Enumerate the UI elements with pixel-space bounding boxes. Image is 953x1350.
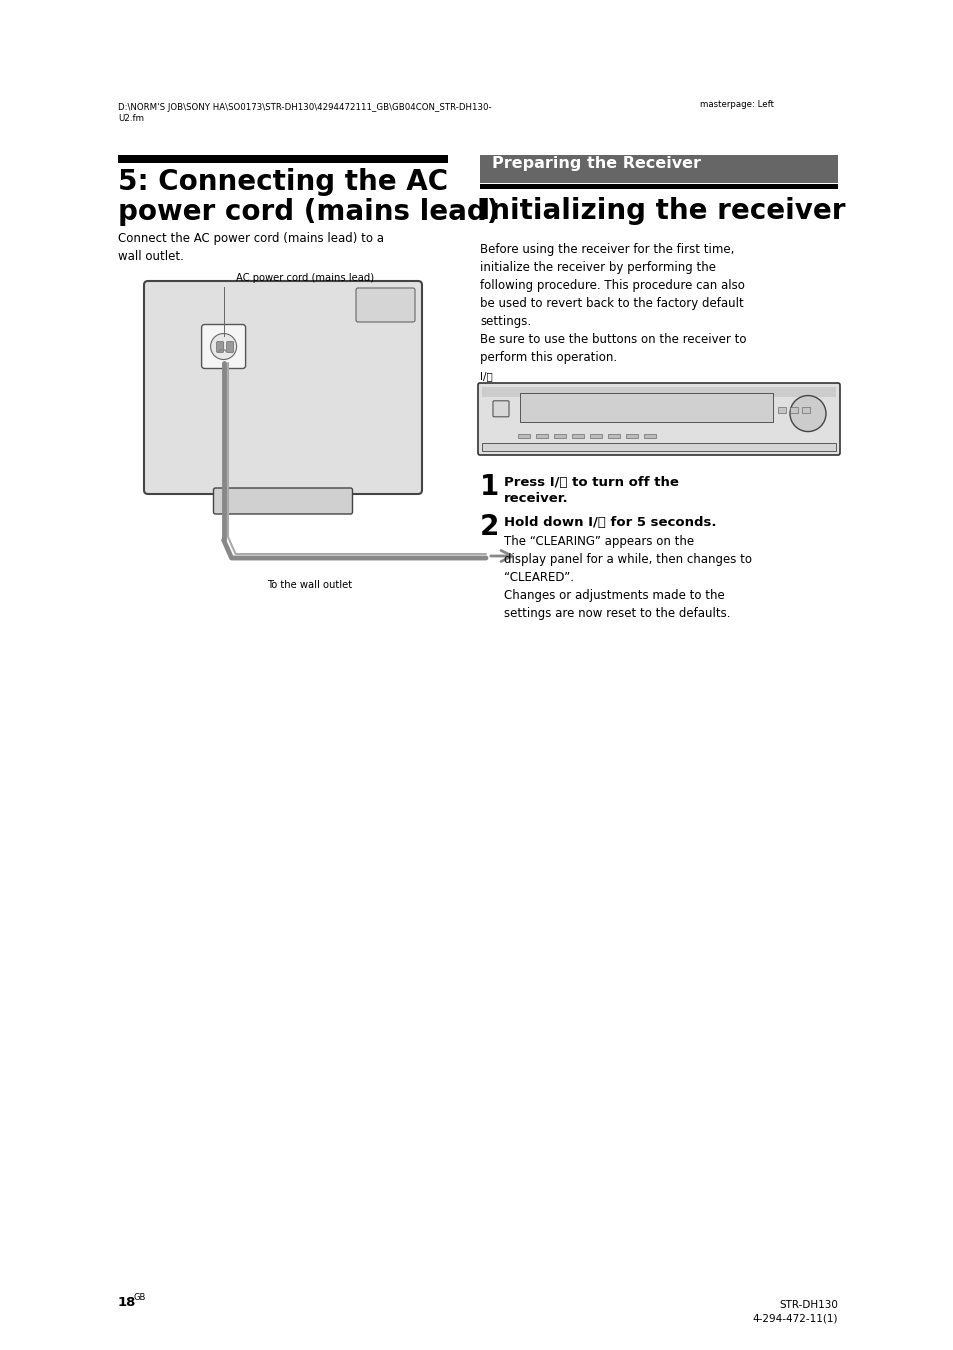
Text: AC power cord (mains lead): AC power cord (mains lead): [235, 273, 374, 284]
Bar: [536, 433, 547, 437]
Text: Hold down I/⌛ for 5 seconds.: Hold down I/⌛ for 5 seconds.: [503, 516, 716, 529]
Text: I/⌛: I/⌛: [479, 371, 493, 381]
FancyBboxPatch shape: [216, 342, 223, 352]
Circle shape: [211, 333, 236, 359]
Bar: [118, 155, 448, 163]
Text: GB: GB: [133, 1293, 146, 1301]
Bar: [801, 406, 809, 413]
Text: The “CLEARING” appears on the
display panel for a while, then changes to
“CLEARE: The “CLEARING” appears on the display pa…: [503, 535, 751, 620]
Bar: [481, 387, 835, 397]
Circle shape: [789, 396, 825, 432]
Text: Connect the AC power cord (mains lead) to a
wall outlet.: Connect the AC power cord (mains lead) t…: [118, 232, 384, 263]
Bar: [572, 433, 583, 437]
FancyBboxPatch shape: [355, 288, 415, 323]
Text: Before using the receiver for the first time,
initialize the receiver by perform: Before using the receiver for the first …: [479, 243, 745, 364]
Text: D:\NORM'S JOB\SONY HA\SO0173\STR-DH130\4294472111_GB\GB04CON_STR-DH130-
U2.fm: D:\NORM'S JOB\SONY HA\SO0173\STR-DH130\4…: [118, 103, 491, 123]
Text: masterpage: Left: masterpage: Left: [700, 100, 773, 109]
Bar: [554, 433, 565, 437]
FancyBboxPatch shape: [144, 281, 421, 494]
Text: 2: 2: [479, 513, 498, 541]
Text: 18: 18: [118, 1296, 136, 1310]
Bar: [589, 433, 601, 437]
FancyBboxPatch shape: [493, 401, 509, 417]
Bar: [625, 433, 638, 437]
Text: Initializing the receiver: Initializing the receiver: [479, 197, 844, 225]
Bar: [479, 155, 837, 184]
Text: Preparing the Receiver: Preparing the Receiver: [492, 157, 700, 171]
FancyBboxPatch shape: [227, 342, 233, 352]
Text: To the wall outlet: To the wall outlet: [267, 580, 353, 590]
FancyBboxPatch shape: [201, 324, 245, 369]
Text: STR-DH130
4-294-472-11(1): STR-DH130 4-294-472-11(1): [752, 1300, 837, 1323]
Bar: [517, 433, 530, 437]
Text: Press I/⌛ to turn off the
receiver.: Press I/⌛ to turn off the receiver.: [503, 477, 679, 505]
Bar: [789, 406, 797, 413]
Bar: [607, 433, 619, 437]
Bar: [643, 433, 656, 437]
FancyBboxPatch shape: [213, 487, 352, 514]
FancyBboxPatch shape: [477, 383, 840, 455]
Bar: [479, 184, 837, 189]
Text: 5: Connecting the AC
power cord (mains lead): 5: Connecting the AC power cord (mains l…: [118, 167, 499, 227]
Text: 1: 1: [479, 472, 498, 501]
Bar: [519, 393, 772, 423]
Bar: [778, 406, 785, 413]
Bar: [481, 443, 835, 451]
